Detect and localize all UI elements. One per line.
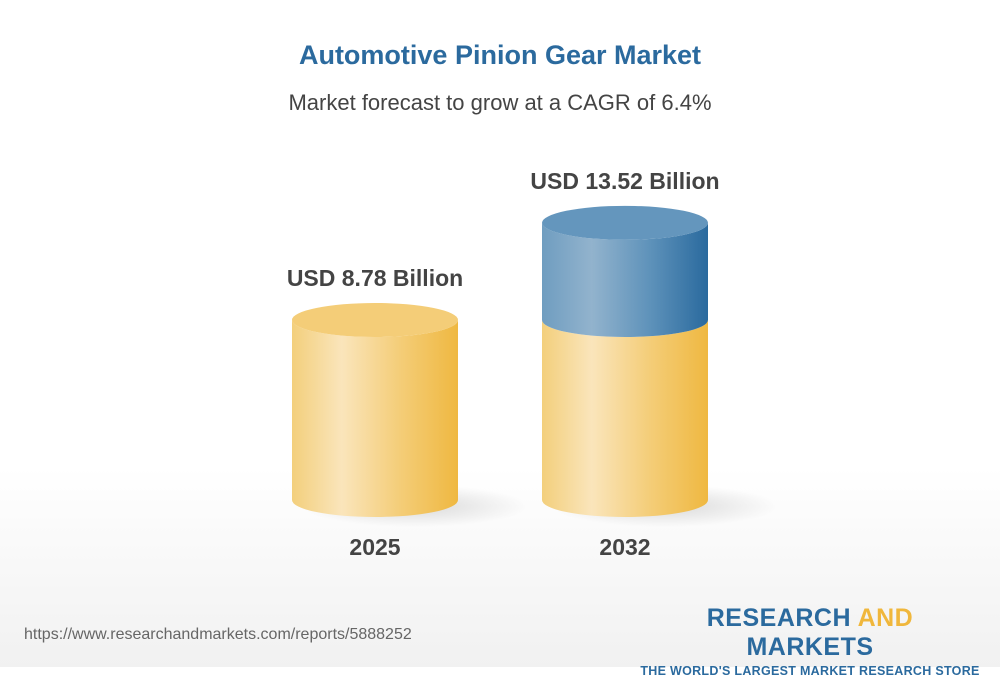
bar-base-segment-2032 xyxy=(542,320,708,517)
category-label: 2032 xyxy=(599,534,650,560)
bar-growth-segment-2032 xyxy=(542,222,708,337)
logo-tagline: THE WORLD'S LARGEST MARKET RESEARCH STOR… xyxy=(640,664,980,678)
category-label: 2025 xyxy=(349,534,400,560)
research-and-markets-logo: RESEARCH AND MARKETS THE WORLD'S LARGEST… xyxy=(640,604,980,678)
chart-subtitle: Market forecast to grow at a CAGR of 6.4… xyxy=(288,90,712,115)
logo-text-research: RESEARCH xyxy=(706,604,858,632)
chart-title: Automotive Pinion Gear Market xyxy=(298,40,702,70)
bar-top-2025 xyxy=(292,303,458,337)
data-label: USD 8.78 Billion xyxy=(287,265,463,291)
logo-text-and: AND xyxy=(857,604,914,632)
data-label: USD 13.52 Billion xyxy=(530,168,719,194)
bar-top-2032 xyxy=(542,205,708,240)
source-url[interactable]: https://www.researchandmarkets.com/repor… xyxy=(24,626,412,643)
logo-text-markets: MARKETS xyxy=(746,633,874,661)
bar-2025 xyxy=(292,320,458,517)
